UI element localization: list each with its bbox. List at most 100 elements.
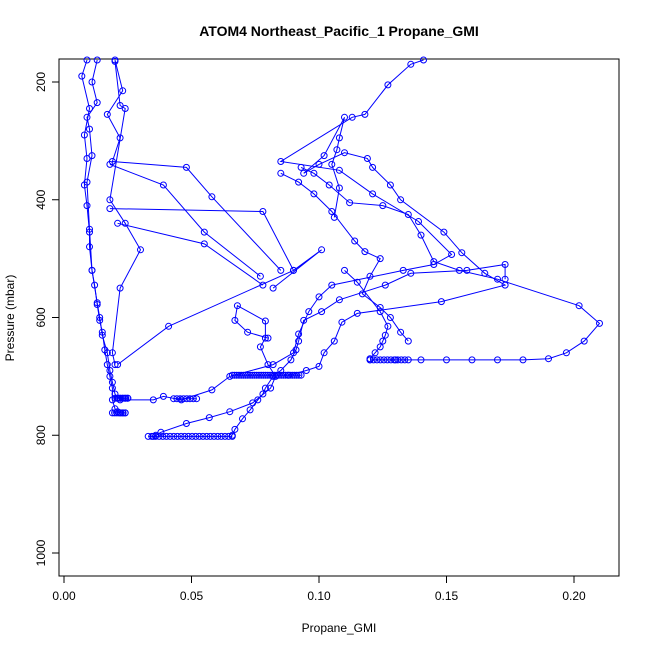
series-line [280,172,409,342]
data-point [384,322,392,330]
data-point [318,308,326,316]
data-point [341,149,348,157]
data-point [415,218,422,225]
data-point [370,356,377,364]
data-point [157,428,165,436]
data-point [231,425,239,433]
data-point [103,349,111,357]
data-point [381,331,389,339]
data-point [200,240,208,248]
data-point [380,356,388,364]
data-point [189,395,197,403]
y-tick-label: 400 [34,189,48,209]
data-point [315,362,323,370]
data-point [244,371,252,379]
data-point [297,371,305,379]
data-point [93,299,101,307]
data-point [443,356,450,364]
data-point [208,193,216,201]
data-point [261,334,269,342]
data-point [83,155,91,162]
data-point [376,255,384,263]
data-point [420,56,427,64]
data-point [335,296,343,304]
data-point [173,432,181,440]
data-point [501,261,509,268]
point-cluster-4 [111,394,132,402]
data-point [328,208,336,215]
data-point [437,298,445,306]
x-axis: 0.00 0.05 0.10 0.15 0.20 [52,576,586,603]
data-point [108,349,116,357]
data-point [297,163,305,171]
data-point [239,415,246,423]
data-point [358,290,366,298]
data-point [430,258,438,266]
data-point [293,371,301,379]
series-line [106,59,282,271]
data-point [246,371,254,379]
x-tick-label: 0.20 [562,589,586,603]
data-point [366,356,374,364]
data-point [376,356,384,364]
point-cluster-5 [108,409,129,417]
data-point [463,266,471,274]
data-point [468,356,476,364]
data-point [98,331,106,339]
data-point [155,432,163,440]
data-point [217,432,225,440]
data-point [159,392,167,400]
series-line [109,208,294,271]
data-point [244,328,252,336]
data-point [206,432,214,440]
data-point [404,337,412,345]
data-point [397,356,405,364]
data-point [348,113,356,121]
data-point [371,349,379,357]
data-point [287,356,295,364]
data-point [237,371,245,379]
data-point [407,269,415,277]
chart-title: ATOM4 Northeast_Pacific_1 Propane_GMI [199,23,479,39]
data-point [119,87,127,95]
data-point [290,266,297,274]
data-point [269,284,277,292]
data-point [310,190,318,198]
data-point [144,432,152,440]
data-point [494,356,501,364]
data-point [275,371,283,379]
data-point [295,371,303,379]
data-point [246,406,254,414]
data-point [315,160,323,168]
data-point [106,205,114,213]
data-point [177,432,185,440]
data-point [226,408,234,416]
data-point [83,113,91,121]
data-point [295,178,303,186]
y-axis-label: Pressure (mbar) [3,275,17,362]
data-point [80,131,88,139]
data-point [208,386,216,394]
data-point [448,251,456,258]
data-point [176,395,184,403]
series-15 [277,169,412,345]
data-point [284,371,292,379]
data-point [379,337,387,345]
data-point [310,169,318,177]
data-point [242,371,250,379]
data-point [239,371,247,379]
data-point [88,266,96,274]
x-tick-label: 0.10 [307,589,331,603]
data-point [266,371,274,379]
data-point [279,371,287,379]
series-line [117,249,322,365]
series-line [231,263,506,436]
data-point [341,266,348,274]
y-tick-label: 800 [34,425,48,445]
data-point [114,219,122,227]
point-cluster-2 [228,371,305,379]
data-point [277,266,285,274]
data-point [353,309,361,317]
data-point [335,184,343,192]
data-point [83,56,91,64]
